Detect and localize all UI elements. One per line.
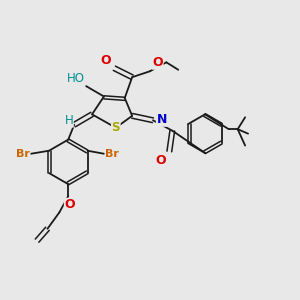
Text: HO: HO <box>67 72 85 85</box>
Text: N: N <box>157 113 167 126</box>
Text: O: O <box>152 56 163 69</box>
Text: O: O <box>156 154 166 167</box>
Text: H: H <box>64 114 73 127</box>
Text: O: O <box>64 198 75 212</box>
Text: Br: Br <box>105 149 119 159</box>
Text: S: S <box>112 121 120 134</box>
Text: Br: Br <box>16 149 30 159</box>
Text: O: O <box>101 54 111 67</box>
